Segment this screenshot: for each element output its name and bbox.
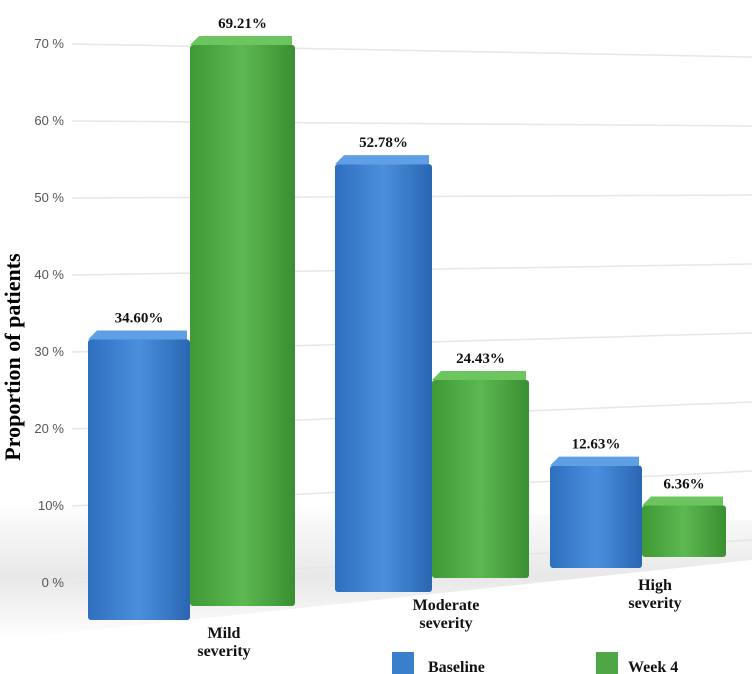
legend: Baseline Week 4 (392, 652, 678, 674)
bar-week4 (190, 45, 295, 606)
y-tick-label: 30 % (34, 344, 64, 359)
legend-label-week4: Week 4 (628, 659, 678, 674)
y-tick-label: 20 % (34, 421, 64, 436)
bar-top-face (642, 496, 723, 506)
gridline (71, 120, 752, 127)
y-tick-label: 40 % (34, 267, 64, 282)
legend-swatch-baseline (392, 652, 414, 674)
bar-baseline (335, 164, 432, 592)
y-tick-label: 60 % (34, 113, 64, 128)
bar-week4 (432, 379, 529, 578)
value-labels: 34.60% 52.78% 12.63% 69.21% 24.43% 6.36% (115, 16, 705, 492)
bar-top-face (335, 155, 429, 165)
value-label: 12.63% (572, 437, 621, 453)
value-label: 69.21% (218, 16, 267, 32)
value-label: 52.78% (359, 135, 408, 151)
legend-label-baseline: Baseline (428, 659, 485, 674)
bar-week4 (642, 505, 726, 557)
gridline (71, 43, 752, 58)
bar-top-face (432, 370, 526, 380)
y-tick-label: 10% (38, 498, 64, 513)
y-tick-label: 70 % (34, 36, 64, 51)
bar-top-face (88, 330, 187, 340)
bar-top-face (190, 36, 292, 45)
bar-baseline (550, 465, 642, 568)
legend-swatch-week4 (596, 652, 618, 674)
y-axis-ticks: 0 % 10% 20 % 30 % 40 % 50 % 60 % 70 % (34, 36, 64, 590)
value-label: 24.43% (456, 351, 505, 367)
bar-top-face (550, 456, 639, 466)
value-label: 6.36% (663, 476, 704, 492)
y-tick-label: 50 % (34, 190, 64, 205)
category-label: severity (197, 643, 250, 660)
y-tick-label: 0 % (42, 575, 65, 590)
category-label: severity (419, 615, 472, 632)
value-label: 34.60% (115, 311, 164, 327)
bar-baseline (88, 339, 190, 620)
bars (88, 36, 726, 620)
category-label: Moderate (413, 597, 480, 614)
category-label: Mild (208, 625, 241, 642)
category-label: severity (628, 595, 681, 612)
category-label: High (638, 577, 672, 594)
y-axis-title: Proportion of patients (0, 253, 25, 461)
